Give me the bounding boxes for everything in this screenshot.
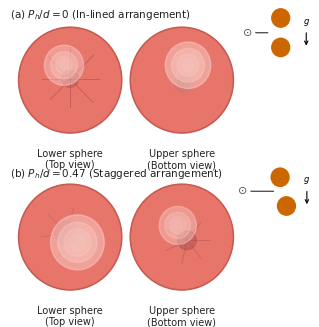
Circle shape [50,215,104,270]
Circle shape [182,59,194,72]
Circle shape [130,27,234,133]
Circle shape [132,186,232,288]
Circle shape [20,29,120,131]
Circle shape [59,60,69,70]
Circle shape [271,168,289,186]
Circle shape [159,206,196,245]
Circle shape [172,48,204,82]
Text: g: g [304,175,309,184]
Circle shape [19,27,122,133]
Circle shape [130,184,234,290]
Text: Lower sphere
(Top view): Lower sphere (Top view) [37,149,103,170]
Text: Upper sphere
(Bottom view): Upper sphere (Bottom view) [147,306,216,327]
Circle shape [177,54,199,77]
Circle shape [165,212,191,239]
Circle shape [178,231,196,250]
Text: Upper sphere
(Bottom view): Upper sphere (Bottom view) [147,149,216,170]
Circle shape [69,234,86,251]
Circle shape [174,72,194,93]
Text: (b) $P_h/d = 0.47$ (Staggered arrangement): (b) $P_h/d = 0.47$ (Staggered arrangemen… [10,167,222,181]
Text: ⊙: ⊙ [242,28,252,38]
Circle shape [44,45,84,85]
Circle shape [62,71,78,88]
Circle shape [278,197,295,215]
Circle shape [272,9,290,27]
Circle shape [173,221,182,230]
Circle shape [20,186,120,288]
Circle shape [58,222,97,263]
Circle shape [169,217,186,234]
Text: g: g [304,16,309,26]
Circle shape [178,76,190,89]
Circle shape [165,42,211,89]
Text: (a) $P_h/d = 0$ (In-lined arrangement): (a) $P_h/d = 0$ (In-lined arrangement) [10,8,190,22]
Circle shape [50,52,78,79]
Text: Lower sphere
(Top view): Lower sphere (Top view) [37,306,103,327]
Circle shape [132,29,232,131]
Circle shape [64,229,91,256]
Circle shape [56,57,72,74]
Text: ⊙: ⊙ [238,186,247,196]
Circle shape [272,38,290,57]
Circle shape [19,184,122,290]
Circle shape [55,221,78,245]
